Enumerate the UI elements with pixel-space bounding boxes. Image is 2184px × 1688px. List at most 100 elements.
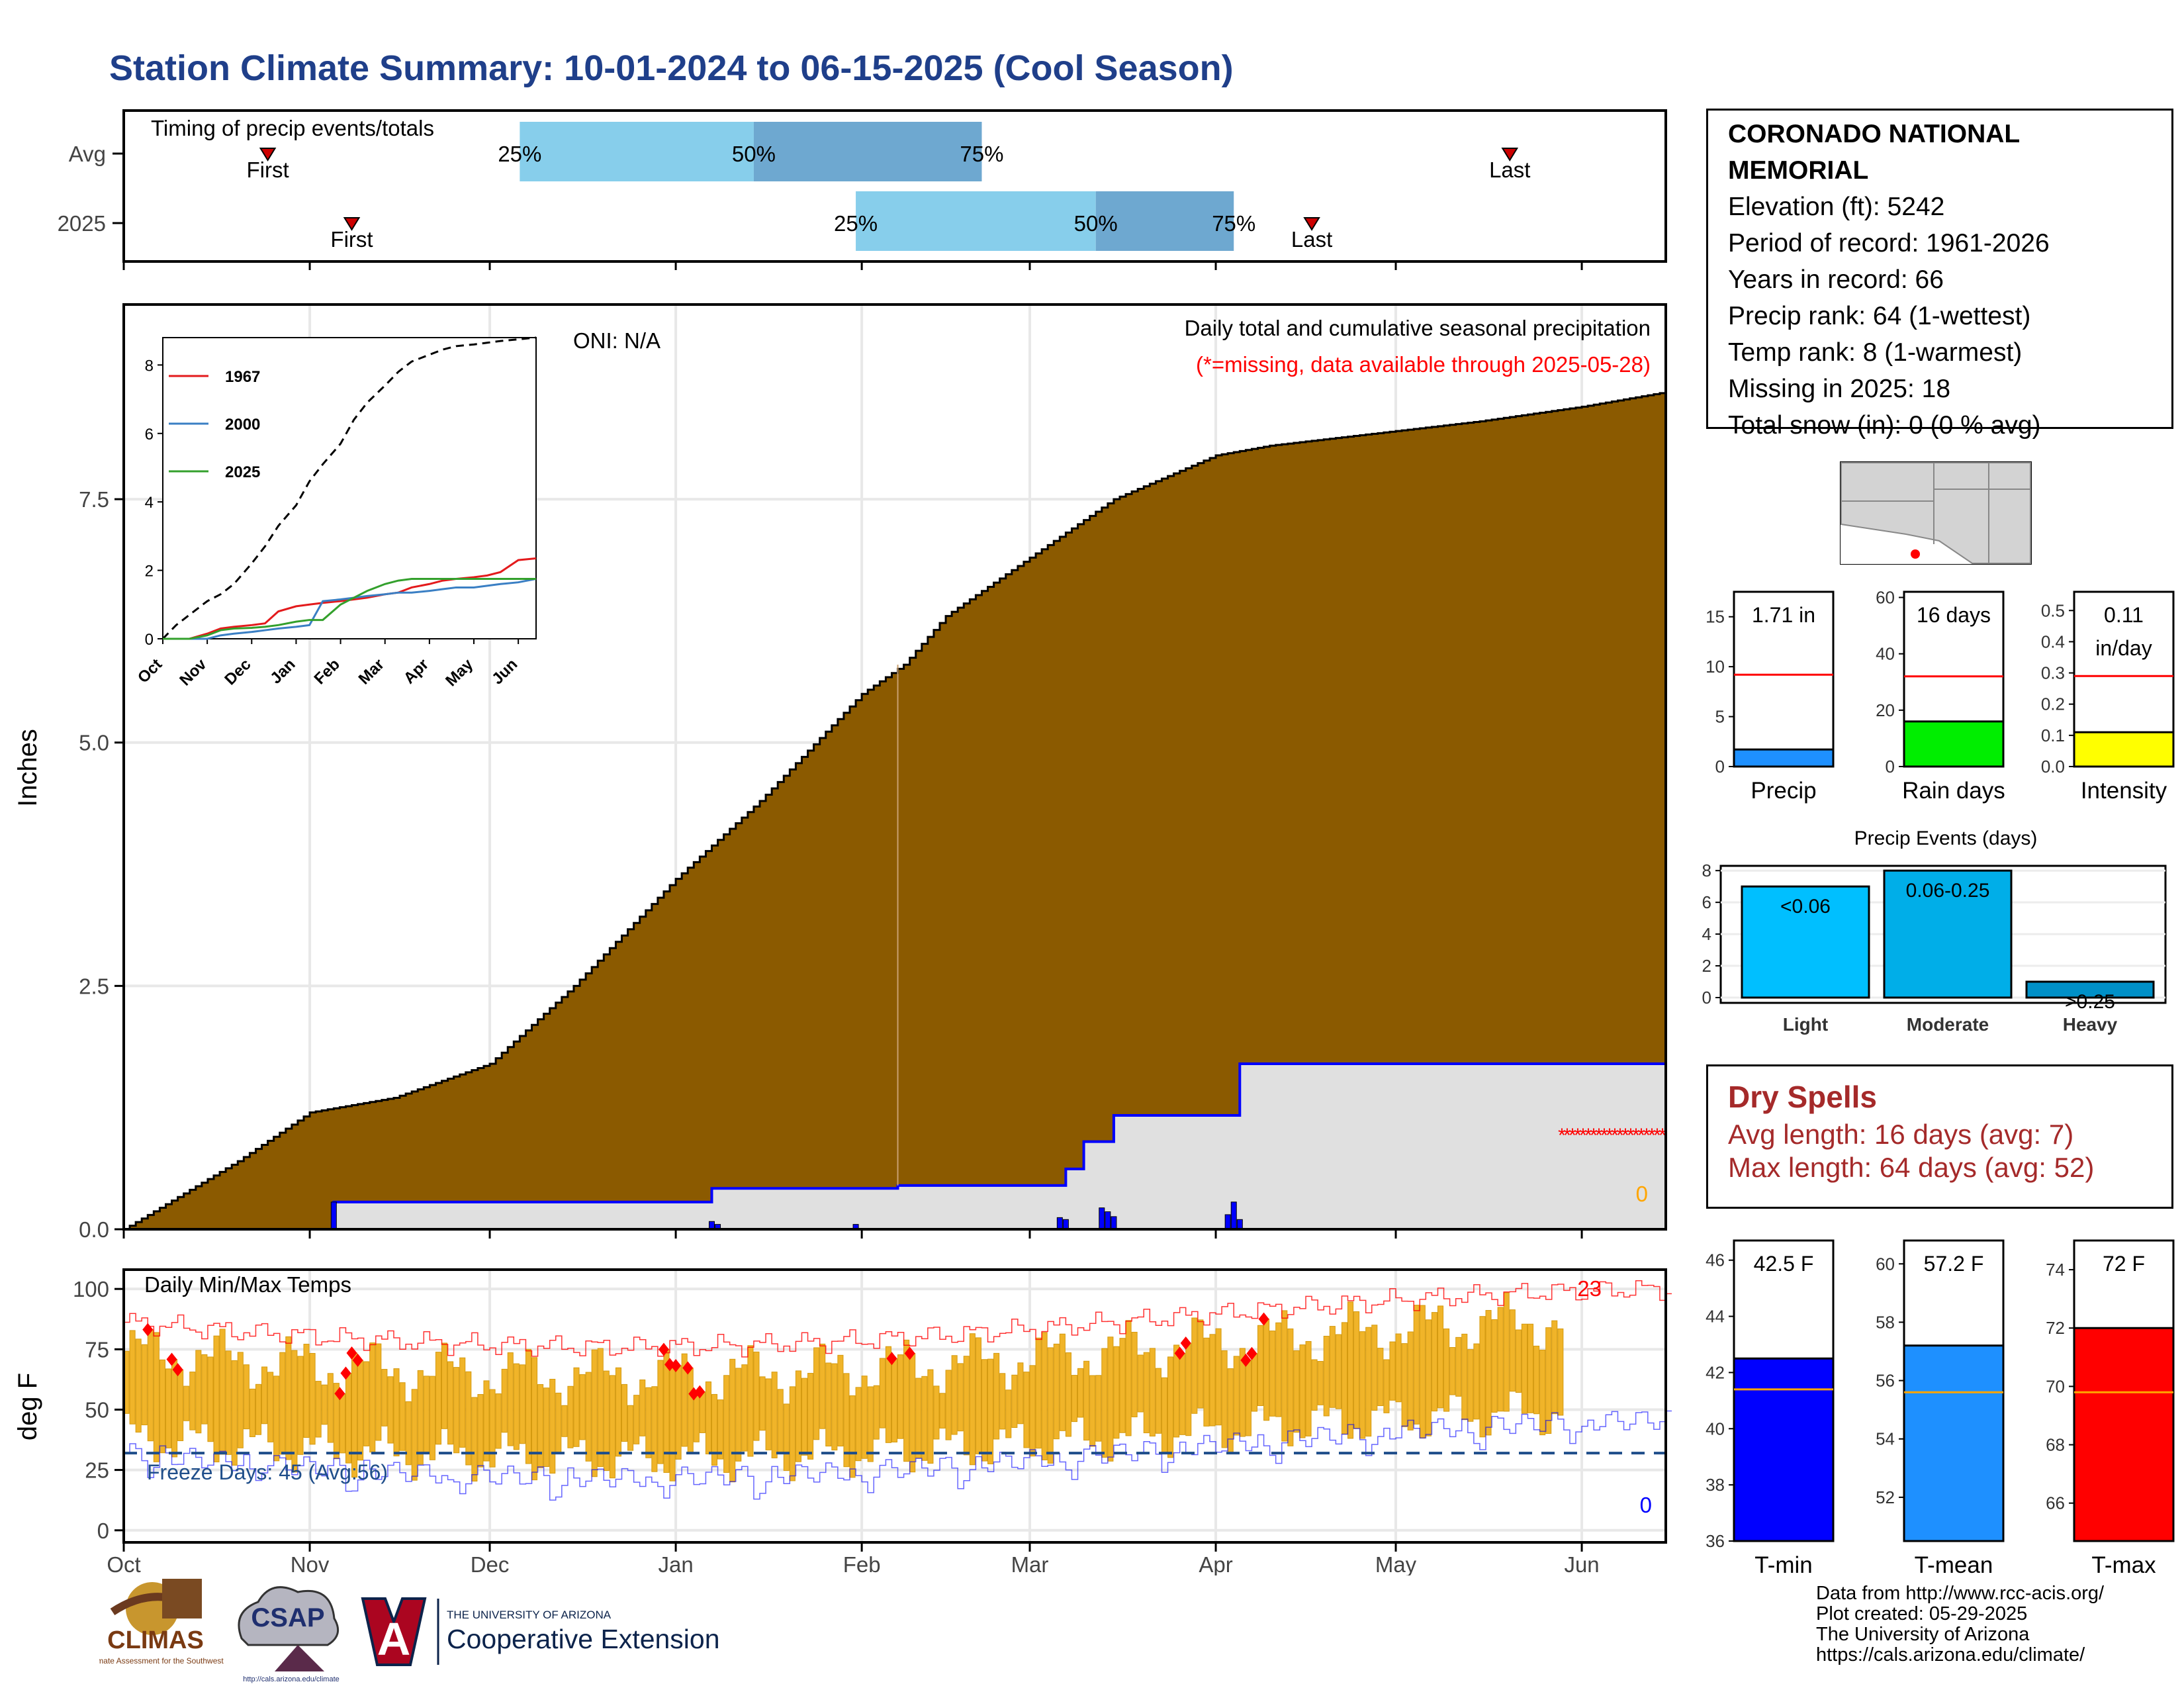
daily-temp-bar [1197, 1319, 1204, 1409]
missing-marker: * [1616, 1125, 1624, 1147]
timing-q75-label: 75% [1212, 211, 1255, 236]
precip-axis: 0.0 2.5 5.0 7.5 [79, 487, 1583, 1242]
missing-marker: * [1637, 1125, 1645, 1147]
station-info: CORONADO NATIONAL MEMORIAL Elevation (ft… [1706, 109, 2173, 440]
precip-ytick-label: 2.5 [79, 974, 109, 998]
daily-temp-bar [1413, 1305, 1420, 1425]
daily-temp-bar [1509, 1309, 1516, 1392]
record-high-count: 23 [1577, 1276, 1602, 1301]
daily-temp-bar [693, 1393, 700, 1442]
daily-temp-bar [1317, 1361, 1324, 1405]
daily-temp-bar [1281, 1310, 1288, 1442]
daily-temp-bar [951, 1355, 958, 1435]
summary-intensity-value-label: in/day [2095, 636, 2152, 660]
record-high-marker [886, 1352, 897, 1366]
missing-marker: * [1643, 1125, 1651, 1147]
daily-temp-bar [153, 1332, 159, 1462]
dry-spells-heading: Dry Spells [1728, 1080, 1877, 1114]
timing-last-label: Last [1291, 227, 1332, 252]
daily-temp-bar [699, 1391, 705, 1433]
daily-temp-bar [729, 1358, 736, 1483]
daily-temp-bar [921, 1376, 928, 1461]
record-high-marker [1240, 1353, 1251, 1367]
daily-temp-bar [1557, 1328, 1564, 1416]
daily-temp-bar [453, 1367, 460, 1454]
daily-temp-bar [165, 1368, 172, 1448]
daily-temp-bar [1167, 1356, 1174, 1458]
daily-temp-bar [783, 1403, 790, 1471]
daily-temp-bar [1155, 1368, 1161, 1434]
daily-temp-bar [651, 1386, 658, 1472]
daily-temp-bar [1539, 1349, 1546, 1436]
missing-count: 0 [1636, 1182, 1648, 1206]
daily-temp-bar [525, 1348, 531, 1464]
daily-temp-bar [177, 1369, 184, 1442]
summary-precip-charts: 0 5 10 15 1.71 in Precip 0 20 40 60 16 days Rain da… [1706, 588, 2175, 804]
inset-ytick-label: 4 [145, 494, 154, 512]
month-tick-label: Jun [1564, 1552, 1599, 1575]
daily-temp-bar [963, 1356, 970, 1456]
temp-ylabel: deg F [13, 1373, 42, 1440]
missing-marker: * [1621, 1125, 1629, 1147]
summary-rain-days-ytick-label: 60 [1876, 588, 1895, 608]
daily-temp-bar [1371, 1325, 1378, 1411]
events-bar [1741, 885, 1870, 999]
dry-avg-length: Avg length: 16 days (avg: 7) [1728, 1119, 2074, 1150]
summary-precip-frame [1733, 590, 1835, 768]
temp-marks [123, 1280, 1672, 1501]
daily-temp-bar [915, 1378, 922, 1459]
summary-rain-days-ytick-label: 0 [1886, 757, 1895, 776]
credit-line: Data from http://www.rcc-acis.org/ [1816, 1583, 2105, 1604]
daily-temp-bar [531, 1357, 538, 1481]
daily-temp-bar [855, 1387, 862, 1462]
daily-temp-bar [1011, 1374, 1018, 1429]
summary-rain-days-category-label: Rain days [1902, 778, 2005, 804]
summary-t-max-ytick-label: 74 [2046, 1260, 2065, 1280]
inset-ytick-label: 0 [145, 631, 154, 649]
daily-temp-bar [885, 1346, 891, 1443]
daily-temp-bar [975, 1337, 981, 1454]
svg-text:A: A [377, 1613, 411, 1665]
daily-temp-bar [861, 1376, 868, 1459]
missing-marker: * [1569, 1125, 1576, 1147]
summary-t-min-bar [1733, 1357, 1835, 1542]
temp-panel: Oct Nov Dec Jan Feb Mar Apr May Jun 0 25 50 75 100 de… [13, 1268, 1672, 1575]
daily-temp-bar [1455, 1336, 1462, 1397]
daily-temp-bar [321, 1384, 328, 1425]
summary-t-mean-ytick-label: 54 [1876, 1429, 1895, 1449]
timing-marks: 25% 50% 75% First Last Avg 25% 50% 75% First Last 2… [58, 122, 1583, 270]
daily-temp-bar [1221, 1350, 1228, 1448]
daily-temp-bar [1443, 1328, 1450, 1412]
daily-temp-bar [1311, 1359, 1318, 1411]
record-high-marker [670, 1358, 682, 1372]
inset-xtick-label: Mar [355, 655, 388, 688]
summary-t-min-ytick-label: 46 [1706, 1250, 1725, 1270]
precip-marks: ******************** [124, 392, 1667, 1231]
timing-q50-bar [753, 122, 982, 181]
station-detail-line: Temp rank: 8 (1-warmest) [1728, 338, 2023, 367]
summary-rain-days-ytick-label: 20 [1876, 700, 1895, 720]
timing-first-label: First [247, 158, 289, 182]
daily-temp-bar [1419, 1305, 1426, 1439]
inset-xtick-label: Apr [400, 655, 432, 687]
month-tick-label: Feb [843, 1552, 881, 1575]
ua-main-text: Cooperative Extension [447, 1624, 720, 1654]
events-value-label: <0.06 [1780, 896, 1831, 917]
missing-note: (*=missing, data available through 2025-… [1196, 352, 1651, 377]
daily-temp-bar [507, 1352, 514, 1446]
daily-temp-bar [747, 1345, 754, 1457]
daily-precip-bar [1111, 1216, 1117, 1230]
daily-temp-bar [555, 1392, 562, 1453]
daily-temp-bar [249, 1388, 255, 1437]
daily-temp-bar [705, 1381, 711, 1454]
missing-marker: * [1595, 1125, 1603, 1147]
summary-t-min-ytick-label: 42 [1706, 1362, 1725, 1382]
daily-temp-bar [993, 1352, 1000, 1440]
daily-precip-bar [1236, 1219, 1243, 1230]
daily-temp-bar [1053, 1343, 1060, 1440]
daily-temp-bar [411, 1389, 418, 1481]
inset-chart: 0 2 4 6 8 Oct Nov Dec Jan Feb Mar Apr May Jun 1967 2000… [134, 336, 537, 690]
daily-temp-bar [1353, 1311, 1360, 1429]
daily-temp-bar [1041, 1332, 1048, 1461]
daily-temp-bar [513, 1363, 520, 1450]
